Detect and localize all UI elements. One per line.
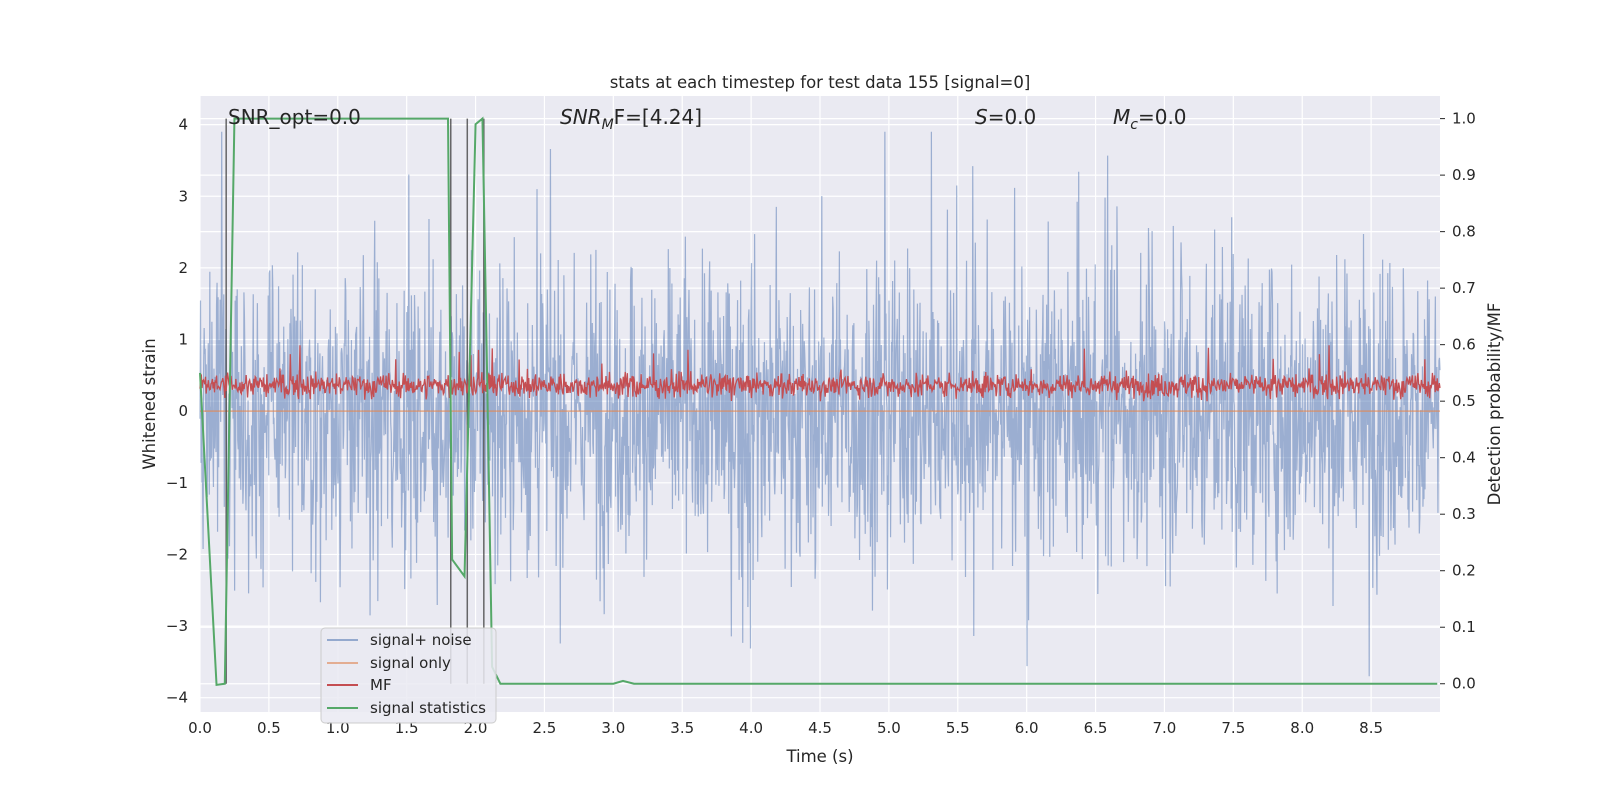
x-tick-label: 8.0 bbox=[1290, 719, 1314, 737]
y2-tick-label: 0.0 bbox=[1452, 675, 1476, 693]
mf-line bbox=[199, 345, 1441, 402]
y2-tick-label: 0.5 bbox=[1452, 392, 1476, 410]
x-tick-label: 4.0 bbox=[739, 719, 763, 737]
y2-tick-labels: 1.0 0.9 0.8 0.7 0.6 0.5 0.4 0.3 0.2 0.1 0.0 bbox=[1440, 110, 1476, 693]
legend-label-stat: signal statistics bbox=[370, 699, 486, 717]
y-tick-label: −3 bbox=[166, 617, 188, 635]
x-tick-label: 6.5 bbox=[1084, 719, 1108, 737]
signal-noise-line bbox=[199, 131, 1441, 677]
x-tick-label: 3.0 bbox=[601, 719, 625, 737]
x-tick-label: 3.5 bbox=[670, 719, 694, 737]
x-tick-label: 5.5 bbox=[946, 719, 970, 737]
legend-label-signal: signal only bbox=[370, 654, 451, 672]
x-tick-label: 0.0 bbox=[188, 719, 212, 737]
legend: signal+ noise signal only MF signal stat… bbox=[320, 627, 497, 724]
y2-tick-label: 0.7 bbox=[1452, 279, 1476, 297]
x-tick-label: 6.0 bbox=[1015, 719, 1039, 737]
y-tick-label: 3 bbox=[178, 187, 188, 205]
y2-tick-label: 0.3 bbox=[1452, 505, 1476, 523]
y-tick-label: −1 bbox=[166, 474, 188, 492]
annotation-s: S=0.0 bbox=[975, 105, 1036, 129]
y-tick-label: 1 bbox=[178, 331, 188, 349]
x-tick-label: 0.5 bbox=[257, 719, 281, 737]
y-tick-label: 2 bbox=[178, 259, 188, 277]
y-tick-labels: 4 3 2 1 0 −1 −2 −3 −4 bbox=[166, 116, 188, 707]
y-tick-label: −2 bbox=[166, 545, 188, 563]
signal-noise-series bbox=[199, 131, 1441, 677]
signal-statistics-line bbox=[199, 116, 1438, 687]
annotation-mc: Mc=0.0 bbox=[1113, 105, 1187, 133]
y-tick-label: −4 bbox=[166, 689, 188, 707]
legend-label-noise: signal+ noise bbox=[370, 631, 472, 649]
y2-tick-label: 1.0 bbox=[1452, 110, 1476, 128]
x-axis-label: Time (s) bbox=[785, 747, 853, 766]
y2-tick-label: 0.1 bbox=[1452, 618, 1476, 636]
x-tick-label: 8.5 bbox=[1359, 719, 1383, 737]
y2-tick-label: 0.4 bbox=[1452, 449, 1476, 467]
y2-tick-label: 0.9 bbox=[1452, 166, 1476, 184]
chart-title: stats at each timestep for test data 155… bbox=[610, 73, 1031, 92]
x-tick-label: 7.0 bbox=[1153, 719, 1177, 737]
x-tick-label: 2.5 bbox=[533, 719, 557, 737]
mf-series bbox=[199, 345, 1441, 402]
signal-statistics-series bbox=[199, 116, 1438, 687]
y2-tick-label: 0.2 bbox=[1452, 562, 1476, 580]
x-tick-label: 7.5 bbox=[1221, 719, 1245, 737]
y2-axis-label: Detection probability/MF bbox=[1485, 303, 1504, 506]
y-tick-label: 4 bbox=[178, 116, 188, 134]
x-tick-label: 5.0 bbox=[877, 719, 901, 737]
y2-tick-label: 0.8 bbox=[1452, 223, 1476, 241]
annotation-snr-opt: SNR_opt=0.0 bbox=[228, 105, 361, 129]
y-tick-label: 0 bbox=[178, 402, 188, 420]
x-tick-label: 4.5 bbox=[808, 719, 832, 737]
legend-label-mf: MF bbox=[370, 676, 392, 694]
annotation-snr-mf: SNRMF=[4.24] bbox=[560, 105, 702, 133]
y2-tick-label: 0.6 bbox=[1452, 336, 1476, 354]
legend-box bbox=[320, 627, 497, 724]
y-axis-label: Whitened strain bbox=[140, 338, 159, 469]
